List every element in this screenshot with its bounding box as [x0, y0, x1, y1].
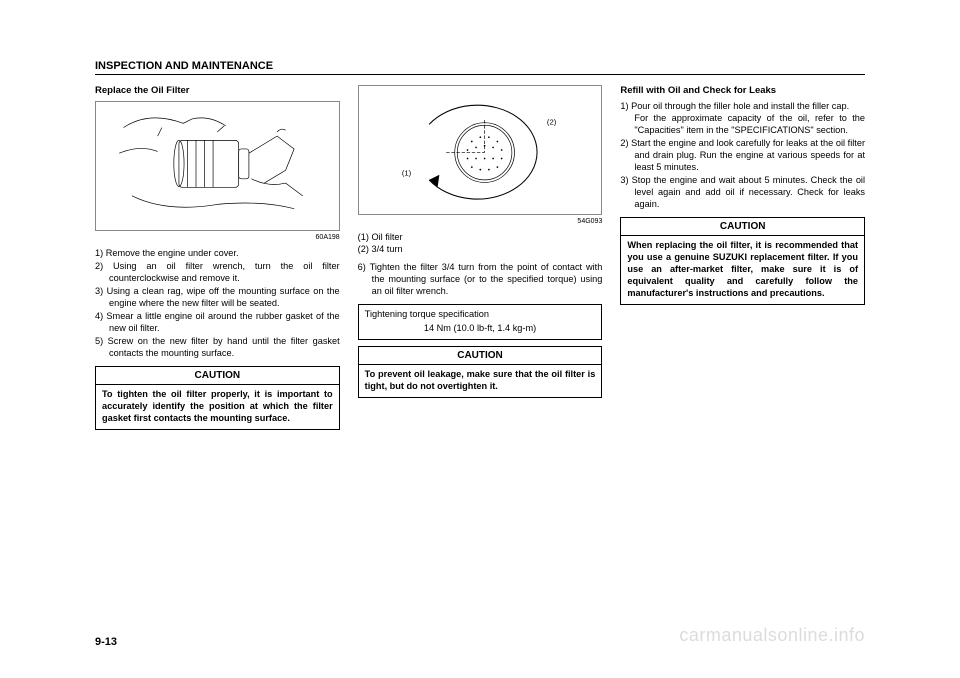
caution-body: To prevent oil leakage, make sure that t… — [359, 365, 602, 397]
content-columns: Replace the Oil Filter — [95, 85, 865, 616]
torque-spec-box: Tightening torque specification 14 Nm (1… — [358, 304, 603, 340]
step: 1) Pour oil through the filler hole and … — [620, 101, 865, 137]
caution-body: To tighten the oil filter properly, it i… — [96, 385, 339, 429]
caution-title: CAUTION — [621, 218, 864, 236]
step: 4) Smear a little engine oil around the … — [95, 311, 340, 335]
manual-page: INSPECTION AND MAINTENANCE Replace the O… — [0, 0, 960, 678]
figure1-id: 60A198 — [95, 233, 340, 242]
step: 3) Stop the engine and wait about 5 minu… — [620, 175, 865, 211]
caution-box-1: CAUTION To tighten the oil filter proper… — [95, 366, 340, 430]
column-2: (1) (2) 54G093 (1) Oil filter (2) 3/4 tu… — [358, 85, 603, 616]
col1-steps: 1) Remove the engine under cover. 2) Usi… — [95, 248, 340, 360]
caution-box-3: CAUTION When replacing the oil filter, i… — [620, 217, 865, 305]
legend-item: (2) 3/4 turn — [358, 244, 603, 256]
caution-title: CAUTION — [359, 347, 602, 365]
spec-value: 14 Nm (10.0 lb-ft, 1.4 kg-m) — [365, 323, 596, 335]
figure-oil-filter-engine — [95, 101, 340, 231]
column-1: Replace the Oil Filter — [95, 85, 340, 616]
oil-filter-diagram-svg — [96, 102, 339, 230]
figure2-id: 54G093 — [358, 217, 603, 226]
callout-1: (1) — [402, 169, 412, 178]
step: 2) Start the engine and look carefully f… — [620, 138, 865, 174]
callout-2: (2) — [547, 117, 557, 126]
col3-steps: 1) Pour oil through the filler hole and … — [620, 101, 865, 211]
caution-box-2: CAUTION To prevent oil leakage, make sur… — [358, 346, 603, 398]
step: 2) Using an oil filter wrench, turn the … — [95, 261, 340, 285]
section-header: INSPECTION AND MAINTENANCE — [95, 60, 865, 75]
col1-heading: Replace the Oil Filter — [95, 85, 340, 97]
filter-rotation-svg: (1) (2) — [359, 86, 602, 214]
step: 6) Tighten the filter 3/4 turn from the … — [358, 262, 603, 298]
legend-item: (1) Oil filter — [358, 232, 603, 244]
step: 5) Screw on the new filter by hand until… — [95, 336, 340, 360]
col3-heading: Refill with Oil and Check for Leaks — [620, 85, 865, 97]
caution-title: CAUTION — [96, 367, 339, 385]
figure-filter-rotation: (1) (2) — [358, 85, 603, 215]
spec-title: Tightening torque specification — [365, 309, 596, 321]
step: 3) Using a clean rag, wipe off the mount… — [95, 286, 340, 310]
column-3: Refill with Oil and Check for Leaks 1) P… — [620, 85, 865, 616]
caution-body: When replacing the oil filter, it is rec… — [621, 236, 864, 304]
page-number: 9-13 — [95, 636, 865, 648]
figure2-legend: (1) Oil filter (2) 3/4 turn — [358, 232, 603, 256]
step: 1) Remove the engine under cover. — [95, 248, 340, 260]
col2-steps: 6) Tighten the filter 3/4 turn from the … — [358, 262, 603, 298]
